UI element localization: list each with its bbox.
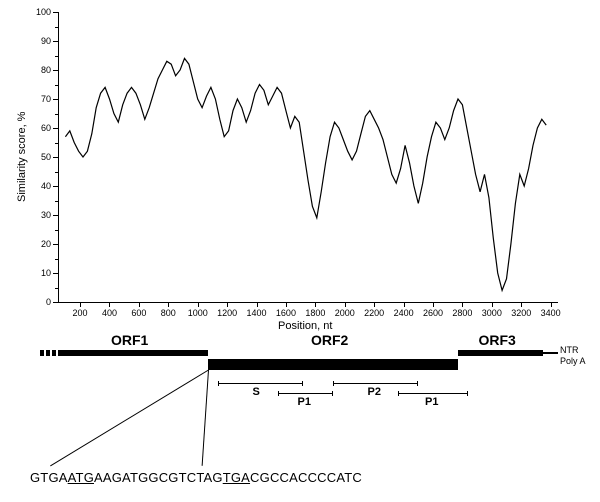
x-tick-label: 400 — [95, 308, 123, 318]
sublabel-S: S — [253, 386, 260, 398]
x-tick-label: 800 — [154, 308, 182, 318]
dash — [40, 350, 44, 356]
subline-P1b — [398, 393, 468, 394]
y-tick-label: 70 — [28, 94, 51, 104]
sequence-text: GTGAATGAAGATGGCGTCTAGTGACGCCACCCCATC — [30, 470, 362, 485]
ntr-label: NTR — [560, 345, 579, 355]
orf3-label: ORF3 — [479, 332, 516, 348]
y-tick-label: 60 — [28, 123, 51, 133]
sublabel-P1: P1 — [298, 396, 311, 408]
x-tick-label: 1600 — [272, 308, 300, 318]
x-tick-label: 600 — [125, 308, 153, 318]
dash — [52, 350, 56, 356]
slant-line-1 — [202, 370, 209, 466]
orf2-label: ORF2 — [311, 332, 348, 348]
dash — [46, 350, 50, 356]
x-tick-label: 1400 — [243, 308, 271, 318]
orf1-bar — [58, 350, 208, 356]
y-tick-label: 30 — [28, 210, 51, 220]
y-tick-label: 0 — [28, 297, 51, 307]
x-tick-label: 2600 — [419, 308, 447, 318]
x-axis — [58, 302, 558, 303]
sublabel-P1b: P1 — [425, 396, 438, 408]
similarity-line — [58, 12, 558, 302]
x-tick-label: 2200 — [360, 308, 388, 318]
slant-line-0 — [50, 370, 209, 467]
subline-P1 — [278, 393, 333, 394]
y-axis-label: Similarity score, % — [16, 112, 28, 202]
y-tick-label: 10 — [28, 268, 51, 278]
y-tick-label: 100 — [28, 7, 51, 17]
orf3-bar — [458, 350, 543, 356]
polya-label: Poly A — [560, 356, 586, 366]
x-tick-label: 3000 — [478, 308, 506, 318]
y-tick-label: 20 — [28, 239, 51, 249]
x-tick-label: 1000 — [184, 308, 212, 318]
x-tick-label: 2800 — [448, 308, 476, 318]
orf1-label: ORF1 — [111, 332, 148, 348]
x-tick-label: 1200 — [213, 308, 241, 318]
sequence-segment: AAGATGGCGTCTAG — [94, 470, 223, 485]
y-tick-label: 50 — [28, 152, 51, 162]
y-tick-label: 40 — [28, 181, 51, 191]
sequence-segment: GTGA — [30, 470, 68, 485]
y-tick-label: 80 — [28, 65, 51, 75]
x-tick-label: 3200 — [507, 308, 535, 318]
x-tick-label: 1800 — [301, 308, 329, 318]
orf2-bar — [208, 359, 458, 370]
y-tick-label: 90 — [28, 36, 51, 46]
ntr-bar — [543, 352, 558, 354]
subline-P2 — [333, 383, 418, 384]
x-tick-label: 200 — [66, 308, 94, 318]
subline-S — [218, 383, 303, 384]
x-tick-label: 2000 — [331, 308, 359, 318]
sublabel-P2: P2 — [368, 386, 381, 398]
x-axis-label: Position, nt — [278, 320, 332, 332]
figure-root: Similarity score, % Position, nt GTGAATG… — [0, 0, 600, 502]
sequence-codon: ATG — [68, 470, 94, 485]
sequence-codon: TGA — [223, 470, 250, 485]
x-tick-label: 2400 — [390, 308, 418, 318]
sequence-segment: CGCCACCCCATC — [250, 470, 362, 485]
x-tick-label: 3400 — [537, 308, 565, 318]
